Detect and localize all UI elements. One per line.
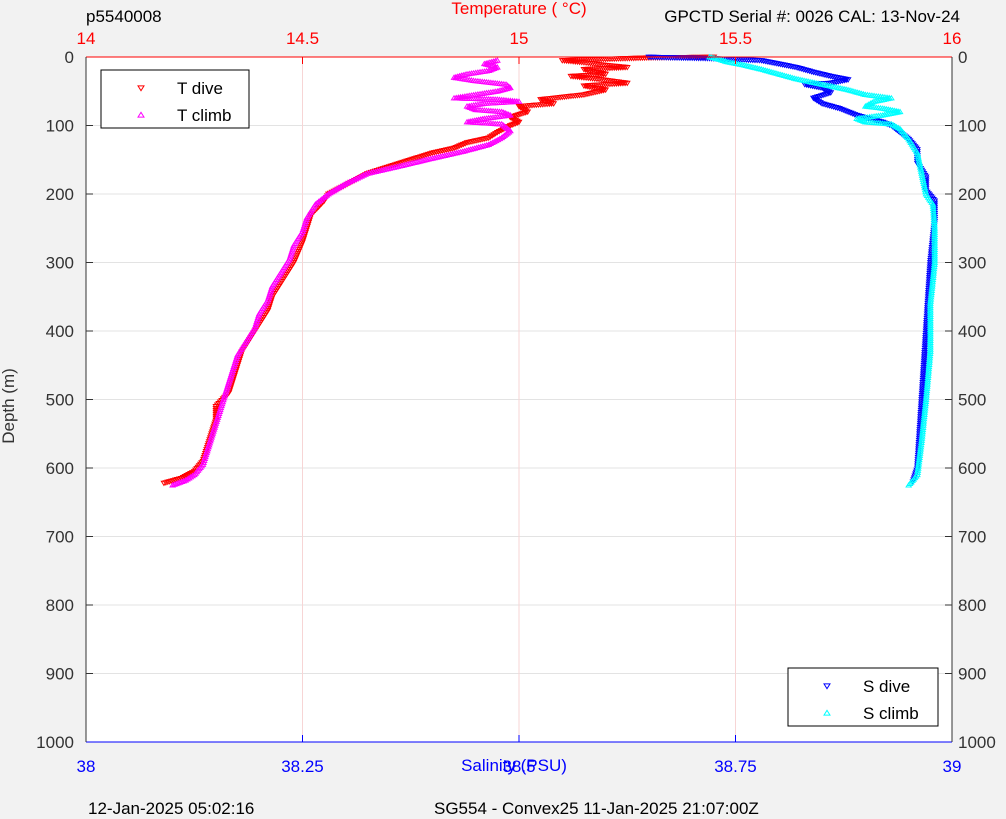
y-tick-label-left: 700 (46, 528, 74, 547)
axes: 0 0 100 100 200 200 300 300 400 400 500 500 600 600 70… (36, 29, 996, 776)
y-tick-label-left: 600 (46, 459, 74, 478)
data-point (493, 57, 501, 63)
legend-temperature-box (100, 69, 250, 129)
salinity-tick-label: 39 (943, 757, 962, 776)
salinity-tick-label: 38.5 (502, 757, 535, 776)
data-point (759, 66, 767, 73)
salinity-tick-label: 38 (77, 757, 96, 776)
data-point (473, 144, 481, 151)
data-point (461, 147, 469, 154)
data-point (481, 142, 489, 149)
depth-axis-title: Depth (m) (0, 368, 18, 444)
data-point (846, 87, 854, 93)
salinity-tick-label: 38.25 (281, 757, 324, 776)
y-tick-label-left: 400 (46, 322, 74, 341)
temperature-tick-label: 15.5 (719, 29, 752, 48)
y-tick-label-right: 800 (958, 596, 986, 615)
generated-timestamp: 12-Jan-2025 05:02:16 (88, 799, 254, 818)
y-tick-label-left: 100 (46, 117, 74, 136)
y-tick-label-right: 900 (958, 665, 986, 684)
series-s-climb (706, 53, 939, 488)
temperature-tick-label: 15 (510, 29, 529, 48)
data-point (855, 113, 863, 120)
legend-salinity-box (787, 667, 939, 727)
y-tick-label-left: 0 (65, 48, 74, 67)
series-t-climb (169, 57, 523, 488)
data-point (469, 145, 477, 152)
temperature-tick-label: 16 (943, 29, 962, 48)
data-point (465, 146, 473, 153)
y-tick-label-right: 600 (958, 459, 986, 478)
y-tick-label-left: 800 (46, 596, 74, 615)
data-point (471, 145, 479, 151)
legend-label-s-dive: S dive (863, 677, 910, 696)
y-tick-label-right: 300 (958, 254, 986, 273)
data-point (459, 148, 467, 154)
y-tick-label-right: 700 (958, 528, 986, 547)
y-tick-label-left: 300 (46, 254, 74, 273)
data-point (162, 480, 170, 486)
temperature-tick-label: 14.5 (286, 29, 319, 48)
data-point (477, 143, 485, 150)
legend-temperature: T dive T climb (100, 69, 250, 129)
legend-label-t-climb: T climb (177, 106, 231, 125)
profile-id-label: p5540008 (86, 7, 162, 26)
y-tick-label-right: 200 (958, 185, 986, 204)
data-point (889, 121, 897, 128)
serial-info-label: GPCTD Serial #: 0026 CAL: 13-Nov-24 (664, 7, 960, 26)
data-series (160, 53, 939, 488)
y-tick-label-right: 1000 (958, 733, 996, 752)
y-tick-label-left: 900 (46, 665, 74, 684)
y-tick-label-right: 400 (958, 322, 986, 341)
legend-marker-s-dive (823, 683, 831, 690)
data-point (463, 147, 471, 153)
y-tick-label-right: 500 (958, 391, 986, 410)
y-tick-label-left: 1000 (36, 733, 74, 752)
legend-marker-t-climb (137, 111, 145, 118)
data-point (160, 480, 168, 487)
data-point (479, 142, 487, 149)
legend-marker-t-dive (137, 85, 145, 92)
y-tick-label-right: 0 (958, 48, 967, 67)
y-tick-label-right: 100 (958, 117, 986, 136)
y-tick-label-left: 500 (46, 391, 74, 410)
mission-label: SG554 - Convex25 11-Jan-2025 21:07:00Z (434, 799, 759, 818)
salinity-tick-label: 38.75 (714, 757, 757, 776)
legend-label-t-dive: T dive (177, 79, 223, 98)
temperature-axis-title: Temperature ( °C) (451, 0, 586, 18)
legend-marker-s-climb (823, 709, 831, 716)
temperature-tick-label: 14 (77, 29, 96, 48)
data-point (808, 69, 816, 75)
salinity-axis-title: Salinity (PSU) (461, 756, 567, 775)
y-tick-label-left: 200 (46, 185, 74, 204)
legend-salinity: S dive S climb (787, 667, 939, 727)
data-point (475, 144, 483, 150)
data-point (499, 109, 507, 115)
data-point (853, 112, 861, 119)
data-point (467, 146, 475, 152)
legend-label-s-climb: S climb (863, 704, 919, 723)
